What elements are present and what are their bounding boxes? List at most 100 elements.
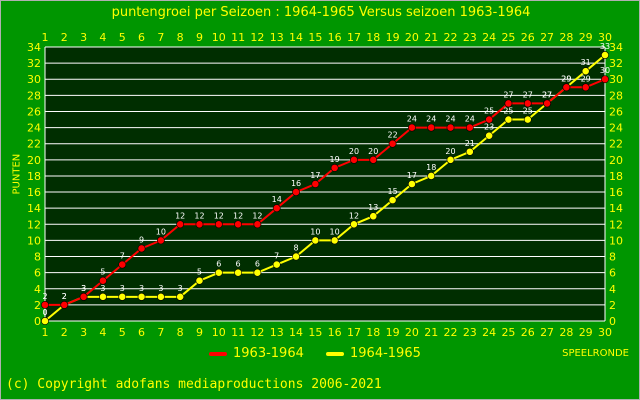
data-label-1964-1965: 10 [330,227,340,236]
legend-label-1963: 1963-1964 [233,346,304,361]
data-point-1964-1965 [99,292,107,301]
data-label-1964-1965: 5 [197,268,202,277]
data-point-1964-1965 [407,180,416,188]
plot-area [45,47,605,321]
x-tick-label-top: 14 [289,31,303,44]
legend-item-1963: 1963-1964 [209,346,304,361]
x-tick-label-bottom: 26 [521,326,535,339]
x-tick-label-bottom: 6 [138,326,145,339]
data-point-1964-1965 [176,292,185,301]
data-point-1964-1965 [292,252,300,261]
data-point-1963-1964 [504,99,513,108]
data-label-1964-1965: 3 [81,284,86,293]
data-label-1963-1964: 22 [387,131,397,140]
y-tick-label-left: 2 [34,299,41,312]
data-label-1963-1964: 27 [503,90,513,99]
data-point-1963-1964 [79,292,88,301]
data-label-1964-1965: 7 [274,252,279,261]
data-label-1963-1964: 29 [581,74,591,83]
data-point-1964-1965 [41,317,49,325]
data-point-1963-1964 [176,220,185,229]
data-label-1963-1964: 24 [445,115,455,124]
x-tick-label-top: 24 [482,31,496,44]
y-tick-label-right: 22 [609,138,623,151]
data-label-1964-1965: 3 [139,284,144,293]
data-point-1963-1964 [99,276,107,285]
y-tick-label-right: 10 [609,234,623,247]
data-point-1963-1964 [60,300,69,309]
data-label-1963-1964: 16 [291,179,301,188]
data-point-1963-1964 [350,155,358,164]
y-tick-label-left: 18 [27,170,41,183]
data-point-1964-1965 [581,67,590,76]
y-tick-label-left: 6 [34,267,41,280]
data-point-1963-1964 [601,75,609,84]
x-tick-label-bottom: 4 [99,326,106,339]
data-point-1964-1965 [137,292,146,301]
data-point-1964-1965 [195,276,204,285]
y-tick-label-left: 24 [27,122,41,135]
data-label-1963-1964: 24 [407,115,417,124]
data-point-1964-1965 [504,115,513,124]
data-point-1964-1965 [446,155,455,164]
x-tick-label-top: 7 [157,31,164,44]
x-tick-label-bottom: 2 [61,326,68,339]
y-tick-label-right: 2 [609,299,616,312]
y-tick-label-left: 22 [27,138,41,151]
data-point-1963-1964 [446,123,455,132]
y-tick-label-right: 4 [609,283,616,296]
data-label-1963-1964: 12 [175,211,185,220]
data-point-1964-1965 [350,220,358,229]
data-label-1963-1964: 30 [600,66,610,75]
data-point-1964-1965 [601,51,609,59]
x-tick-label-top: 28 [559,31,573,44]
data-label-1963-1964: 14 [272,195,282,204]
x-tick-label-top: 9 [196,31,203,44]
data-label-1963-1964: 2 [42,292,47,301]
data-label-1964-1965: 0 [42,308,47,317]
y-tick-label-left: 12 [27,218,41,231]
y-tick-label-right: 26 [609,105,623,118]
data-label-1964-1965: 27 [542,90,552,99]
x-tick-label-top: 25 [501,31,515,44]
y-tick-label-left: 26 [27,105,41,118]
data-point-1964-1965 [156,292,165,301]
data-label-1964-1965: 31 [581,58,591,67]
x-tick-label-bottom: 5 [119,326,126,339]
x-tick-label-bottom: 10 [212,326,226,339]
data-point-1964-1965 [214,268,223,277]
x-tick-label-top: 17 [347,31,361,44]
x-tick-label-bottom: 11 [231,326,245,339]
x-axis-label: SPEELRONDE [562,348,629,359]
data-label-1964-1965: 20 [445,147,455,156]
x-tick-label-bottom: 3 [80,326,87,339]
data-point-1963-1964 [330,163,339,172]
data-point-1964-1965 [253,268,262,277]
data-label-1963-1964: 12 [214,211,224,220]
x-tick-label-bottom: 27 [540,326,554,339]
x-tick-label-bottom: 7 [157,326,164,339]
data-label-1963-1964: 9 [139,235,144,244]
data-point-1963-1964 [465,123,474,132]
data-point-1964-1965 [369,212,378,221]
y-tick-label-left: 30 [27,73,41,86]
data-label-1964-1965: 6 [255,260,260,269]
x-tick-label-top: 11 [231,31,245,44]
x-tick-label-bottom: 25 [501,326,515,339]
x-tick-label-top: 21 [424,31,438,44]
legend-label-1964: 1964-1965 [350,346,421,361]
data-point-1963-1964 [581,83,590,92]
data-label-1963-1964: 3 [81,284,86,293]
data-point-1963-1964 [407,123,416,132]
data-point-1964-1965 [234,268,243,277]
x-tick-label-bottom: 29 [579,326,593,339]
data-point-1963-1964 [311,180,320,188]
x-tick-label-top: 26 [521,31,535,44]
x-tick-label-top: 22 [444,31,458,44]
data-label-1964-1965: 6 [236,260,241,269]
data-point-1963-1964 [388,139,397,148]
y-tick-label-left: 16 [27,186,41,199]
data-label-1964-1965: 3 [158,284,163,293]
x-tick-label-bottom: 18 [366,326,380,339]
data-label-1964-1965: 6 [216,260,221,269]
